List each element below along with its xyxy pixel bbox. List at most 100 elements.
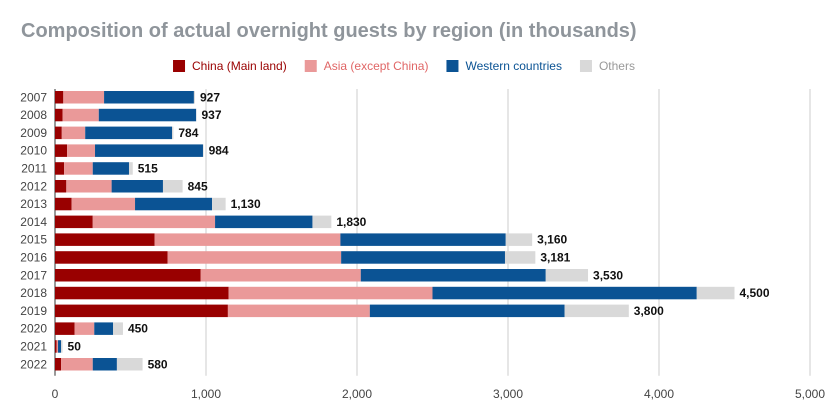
bar-segment bbox=[71, 197, 136, 211]
data-label: 450 bbox=[128, 322, 148, 336]
data-label: 984 bbox=[209, 144, 229, 158]
y-tick-label: 2014 bbox=[20, 215, 47, 229]
bar-segment bbox=[85, 126, 173, 140]
bar-layer bbox=[55, 91, 735, 371]
x-tick-label: 0 bbox=[52, 387, 59, 401]
bar-segment bbox=[58, 340, 62, 353]
bar-segment bbox=[55, 108, 63, 122]
bar-segment bbox=[55, 180, 67, 193]
bar-segment bbox=[340, 233, 506, 246]
bar-segment bbox=[113, 322, 123, 335]
bar-segment bbox=[61, 358, 93, 371]
bar-segment bbox=[55, 162, 65, 175]
bar-segment bbox=[116, 358, 143, 371]
data-label: 937 bbox=[201, 108, 221, 122]
x-tick-label: 3,000 bbox=[493, 387, 523, 401]
bar-segment bbox=[55, 251, 168, 264]
bar-segment bbox=[55, 286, 229, 300]
bar-segment bbox=[696, 286, 735, 300]
bar-segment bbox=[128, 162, 133, 175]
y-tick-label: 2020 bbox=[20, 322, 47, 336]
data-label: 927 bbox=[200, 90, 220, 104]
bar-segment bbox=[56, 340, 59, 353]
bar-segment bbox=[215, 215, 313, 229]
data-label: 580 bbox=[148, 357, 168, 371]
bar-segment bbox=[55, 358, 62, 371]
bar-segment bbox=[95, 144, 203, 157]
data-label: 3,530 bbox=[593, 268, 623, 282]
bar-segment bbox=[61, 126, 86, 140]
data-label: 4,500 bbox=[740, 286, 770, 300]
bar-segment bbox=[55, 91, 64, 104]
y-tick-label: 2013 bbox=[20, 197, 47, 211]
x-tick-label: 1,000 bbox=[191, 387, 221, 401]
bar-segment bbox=[55, 269, 201, 282]
bar-segment bbox=[55, 215, 93, 229]
bar-segment bbox=[66, 180, 112, 193]
bar-segment bbox=[98, 108, 197, 122]
data-label: 3,160 bbox=[537, 233, 567, 247]
bar-segment bbox=[104, 91, 194, 104]
legend-swatch bbox=[304, 60, 317, 72]
y-tick-label: 2019 bbox=[20, 304, 47, 318]
bar-segment bbox=[167, 251, 342, 264]
bar-segment bbox=[55, 322, 75, 335]
bar-segment bbox=[228, 286, 433, 300]
bar-segment bbox=[67, 144, 96, 157]
legend-swatch bbox=[579, 60, 592, 72]
bar-segment bbox=[162, 180, 183, 193]
bar-segment bbox=[55, 197, 72, 211]
y-tick-label: 2016 bbox=[20, 250, 47, 264]
bar-segment bbox=[61, 340, 63, 353]
bar-segment bbox=[172, 126, 174, 140]
bar-segment bbox=[545, 269, 589, 282]
bar-segment bbox=[369, 304, 565, 318]
y-tick-label: 2011 bbox=[21, 161, 47, 175]
y-tick-label: 2008 bbox=[20, 108, 47, 122]
bar-segment bbox=[212, 197, 226, 211]
data-label: 3,181 bbox=[540, 250, 570, 264]
bar-segment bbox=[92, 215, 216, 229]
bar-segment bbox=[92, 358, 117, 371]
legend-swatch bbox=[173, 60, 186, 72]
bar-segment bbox=[312, 215, 332, 229]
y-tick-label: 2015 bbox=[20, 233, 47, 247]
y-tick-label: 2017 bbox=[20, 268, 47, 282]
label-layer: 0 1,000 2,000 3,000 4,000 5,000 2007 927 2008 937… bbox=[20, 90, 825, 401]
legend-swatch bbox=[446, 60, 459, 72]
y-tick-label: 2010 bbox=[20, 144, 47, 158]
legend: China (Main land) Asia (except China) West… bbox=[173, 59, 635, 73]
bar-segment bbox=[94, 322, 114, 335]
bar-segment bbox=[432, 286, 697, 300]
bar-segment bbox=[55, 304, 228, 318]
bar-segment bbox=[55, 233, 155, 246]
data-label: 845 bbox=[188, 179, 208, 193]
y-tick-label: 2009 bbox=[20, 126, 47, 140]
data-label: 1,130 bbox=[231, 197, 261, 211]
data-label: 50 bbox=[68, 339, 82, 353]
y-tick-label: 2022 bbox=[20, 357, 47, 371]
bar-segment bbox=[62, 108, 99, 122]
legend-label: Asia (except China) bbox=[324, 59, 429, 73]
bar-segment bbox=[360, 269, 546, 282]
legend-label: Others bbox=[599, 59, 635, 73]
bar-segment bbox=[63, 91, 105, 104]
data-label: 1,830 bbox=[336, 215, 366, 229]
bar-segment bbox=[55, 126, 62, 140]
data-label: 784 bbox=[178, 126, 198, 140]
bar-segment bbox=[92, 162, 129, 175]
bar-segment bbox=[200, 269, 361, 282]
chart-title: Composition of actual overnight guests b… bbox=[21, 20, 637, 42]
bar-segment bbox=[74, 322, 95, 335]
y-tick-label: 2018 bbox=[20, 286, 47, 300]
bar-segment bbox=[55, 340, 57, 353]
y-tick-label: 2021 bbox=[20, 339, 47, 353]
bar-segment bbox=[135, 197, 213, 211]
bar-segment bbox=[505, 233, 533, 246]
bar-segment bbox=[154, 233, 341, 246]
bar-segment bbox=[227, 304, 370, 318]
data-label: 515 bbox=[138, 161, 158, 175]
x-tick-label: 5,000 bbox=[795, 387, 825, 401]
